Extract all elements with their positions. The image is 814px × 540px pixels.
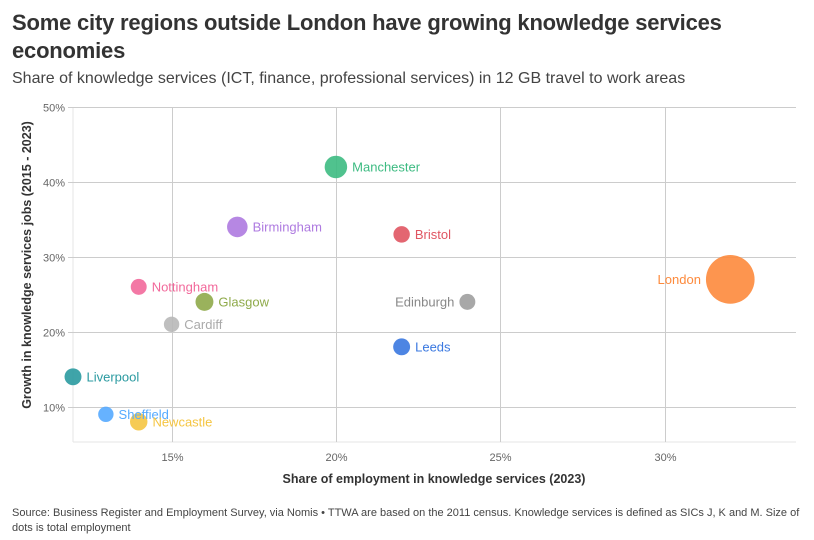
point-bristol[interactable] [393, 226, 410, 243]
y-tick-label: 20% [43, 328, 65, 340]
point-liverpool[interactable] [64, 368, 82, 386]
point-birmingham[interactable] [227, 216, 248, 238]
chart-title: Some city regions outside London have gr… [12, 10, 722, 63]
data-labels: Manchester Birmingham Bristol London Notting… [86, 159, 700, 429]
point-nottingham[interactable] [130, 278, 147, 295]
source-note: Source: Business Register and Employment… [12, 507, 800, 534]
scatter-chart: 10% 20% 30% 40% 50% 15% 20% 25% 30% Manchester B… [20, 103, 796, 486]
label-london: London [658, 272, 701, 287]
x-axis-label: Share of employment in knowledge service… [283, 472, 586, 486]
label-leeds: Leeds [415, 339, 451, 354]
data-points [64, 155, 755, 431]
grid [68, 107, 796, 443]
y-tick-label: 30% [43, 253, 65, 265]
point-sheffield[interactable] [98, 406, 114, 422]
label-bristol: Bristol [415, 227, 451, 242]
y-tick-label: 10% [43, 403, 65, 415]
point-newcastle[interactable] [130, 413, 148, 431]
point-cardiff[interactable] [163, 316, 180, 333]
label-newcastle: Newcastle [152, 414, 212, 429]
x-tick-label: 20% [325, 452, 347, 464]
chart-subtitle: Share of knowledge services (ICT, financ… [12, 70, 686, 87]
label-birmingham: Birmingham [253, 219, 322, 234]
label-nottingham: Nottingham [152, 279, 218, 294]
y-tick-label: 50% [43, 103, 65, 115]
x-axis-ticks: 15% 20% 25% 30% [161, 452, 676, 464]
label-liverpool: Liverpool [86, 369, 139, 384]
label-edinburgh: Edinburgh [395, 294, 454, 309]
point-london[interactable] [705, 255, 755, 304]
x-tick-label: 15% [161, 452, 183, 464]
y-axis-label: Growth in knowledge services jobs (2015 … [20, 121, 34, 409]
point-manchester[interactable] [324, 155, 348, 179]
label-cardiff: Cardiff [184, 317, 222, 332]
label-manchester: Manchester [352, 159, 421, 174]
point-glasgow[interactable] [195, 292, 214, 311]
y-axis-ticks: 10% 20% 30% 40% 50% [43, 103, 65, 415]
x-tick-label: 25% [489, 452, 511, 464]
x-tick-label: 30% [654, 452, 676, 464]
point-leeds[interactable] [393, 338, 411, 356]
label-glasgow: Glasgow [218, 294, 269, 309]
label-sheffield: Sheffield [119, 407, 169, 422]
y-tick-label: 40% [43, 178, 65, 190]
point-edinburgh[interactable] [459, 293, 476, 310]
